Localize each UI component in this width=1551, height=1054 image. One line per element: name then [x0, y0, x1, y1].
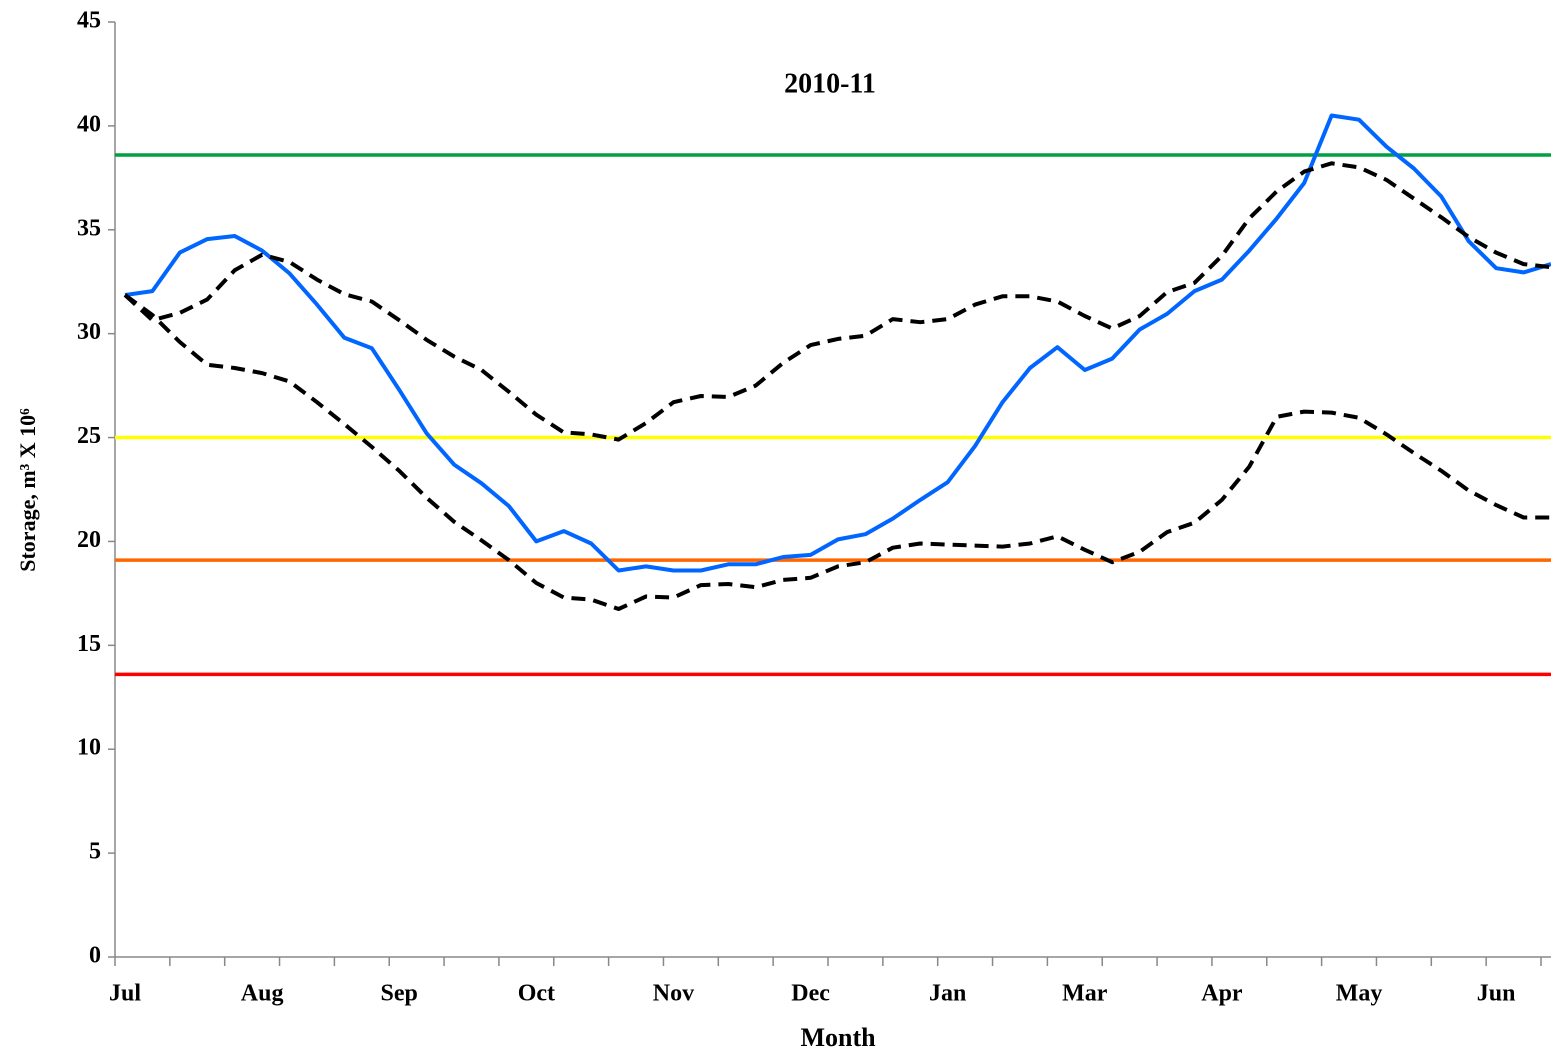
x-tick-label: Mar	[1062, 981, 1108, 1007]
x-tick-label: Dec	[791, 981, 830, 1007]
x-tick-label: Jan	[929, 981, 966, 1007]
y-axis-title: Storage, m³ X 10⁶	[15, 408, 40, 572]
x-tick-label: May	[1336, 981, 1383, 1007]
y-tick-label: 10	[77, 735, 101, 761]
y-tick-label: 20	[77, 527, 101, 553]
series-line	[124, 113, 1551, 573]
x-tick-label: Sep	[381, 981, 418, 1007]
y-tick-label: 40	[77, 111, 101, 137]
x-tick-label: Nov	[653, 981, 694, 1007]
series-line	[123, 161, 1551, 442]
x-tick-label: Oct	[518, 981, 555, 1007]
y-tick-label: 5	[89, 839, 101, 865]
x-tick-label: Jul	[109, 981, 141, 1007]
x-tick-label: Aug	[241, 981, 284, 1007]
y-tick-label: 25	[77, 423, 101, 449]
x-tick-label: Apr	[1201, 981, 1243, 1007]
x-tick-label: Jun	[1477, 981, 1516, 1007]
y-tick-label: 15	[77, 631, 101, 657]
series-line	[123, 293, 1551, 611]
y-tick-label: 35	[77, 215, 101, 241]
chart-title: 2010-11	[784, 68, 876, 99]
y-tick-label: 30	[77, 319, 101, 345]
x-axis-title: Month	[800, 1023, 876, 1052]
y-tick-label: 45	[77, 8, 101, 34]
y-tick-label: 0	[89, 943, 101, 969]
